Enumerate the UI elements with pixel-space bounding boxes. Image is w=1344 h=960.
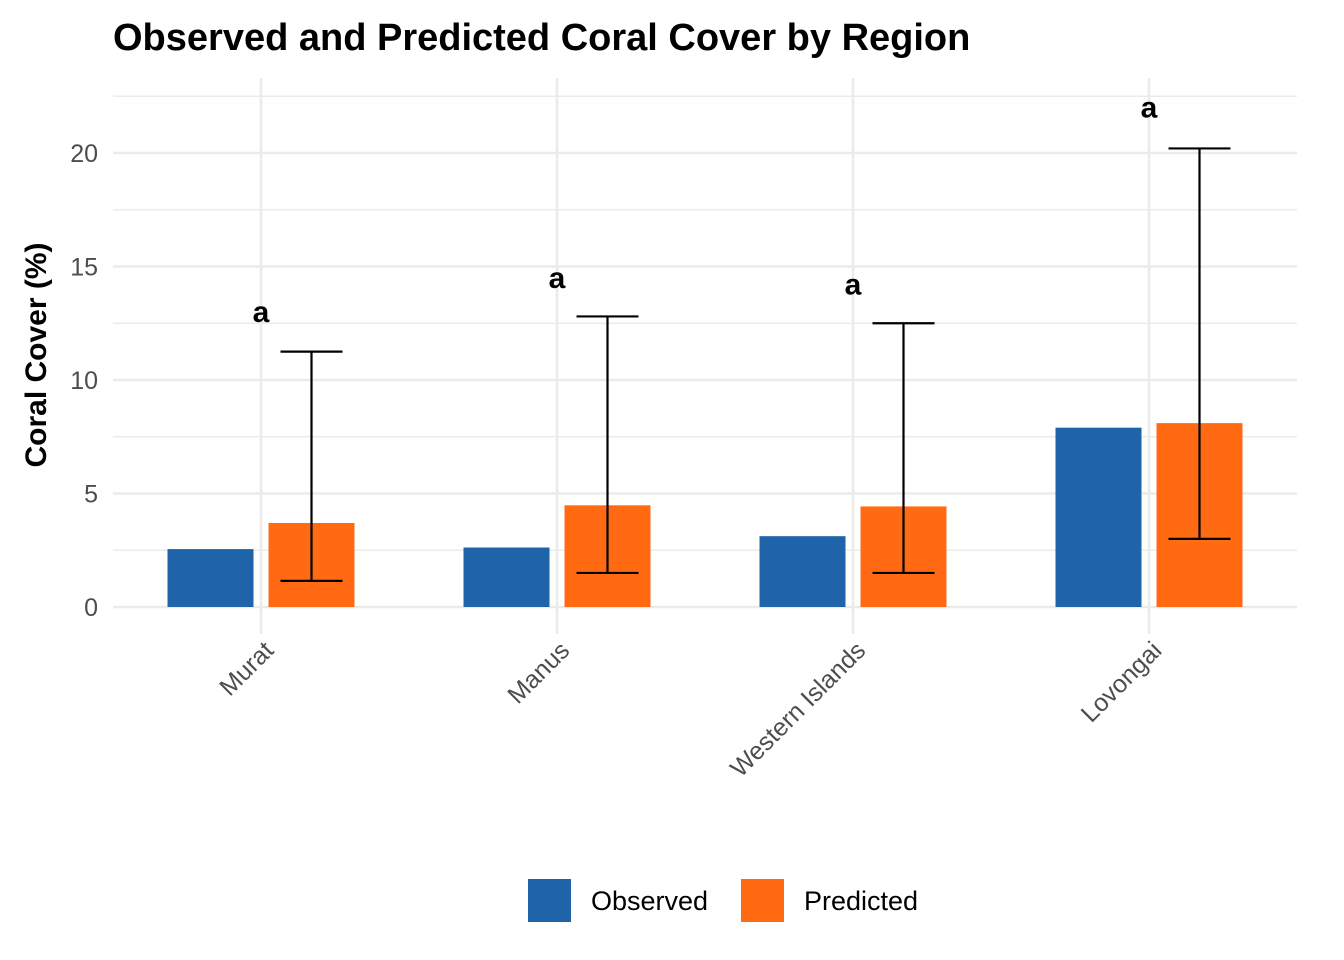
legend: Observed Predicted (528, 879, 918, 922)
bars (167, 423, 1243, 607)
legend-swatch-observed (528, 879, 571, 922)
y-tick-label: 10 (70, 367, 98, 395)
y-tick-label: 20 (70, 140, 98, 168)
x-tick-label: Murat (214, 636, 279, 701)
y-tick-label: 15 (70, 254, 98, 282)
bar-observed (167, 549, 254, 607)
bar-observed (1055, 427, 1142, 607)
x-tick-label: Lovongai (1076, 636, 1168, 728)
bar-observed (463, 547, 550, 607)
legend-label-predicted: Predicted (804, 886, 918, 916)
significance-letter: a (845, 269, 862, 302)
grid (113, 78, 1297, 634)
error-bars (280, 147, 1231, 582)
legend-swatch-predicted (741, 879, 784, 922)
x-tick-label: Manus (502, 636, 575, 709)
significance-letter: a (253, 296, 270, 329)
y-tick-label: 0 (84, 594, 98, 622)
y-tick-labels: 0 5 10 15 20 (70, 140, 98, 622)
y-tick-label: 5 (84, 481, 98, 509)
significance-letter: a (549, 262, 566, 295)
significance-labels: a a a a (253, 92, 1158, 329)
y-axis-label: Coral Cover (%) (20, 242, 53, 467)
significance-letter: a (1141, 92, 1158, 125)
legend-label-observed: Observed (591, 886, 708, 916)
x-tick-labels: Murat Manus Western Islands Lovongai (214, 636, 1167, 782)
x-tick-label: Western Islands (725, 636, 871, 782)
chart-title: Observed and Predicted Coral Cover by Re… (113, 17, 970, 59)
bar-observed (759, 536, 846, 607)
